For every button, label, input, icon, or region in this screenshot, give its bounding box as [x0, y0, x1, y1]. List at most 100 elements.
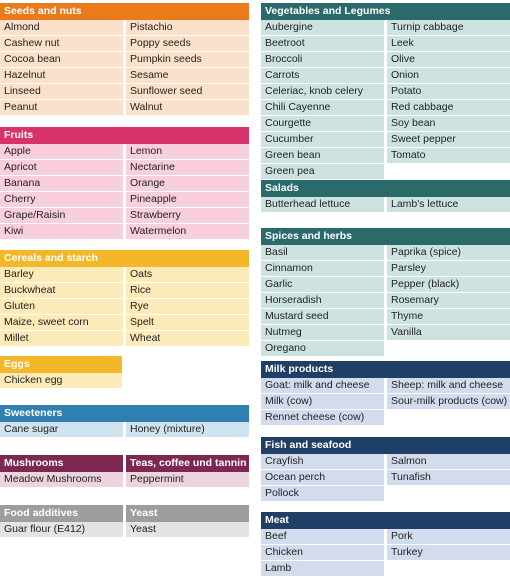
right-column: Honey (mixture) [126, 422, 249, 438]
section-vegetables-and-legumes: Vegetables and Legumes Aubergine Beetroot… [261, 3, 510, 180]
left-column: Apple Apricot Banana Cherry Grape/Raisin Kiwi [0, 144, 123, 240]
list-item: Pollock [261, 486, 384, 502]
list-item: Almond [0, 20, 123, 36]
list-item: Lamb's lettuce [387, 197, 510, 213]
right-column: Lemon Nectarine Orange Pineapple Strawberry W… [126, 144, 249, 240]
right-column: Oats Rice Rye Spelt Wheat [126, 267, 249, 347]
list-item: Wheat [126, 331, 249, 347]
section-eggs: Eggs Chicken egg [0, 356, 122, 389]
list-item: Nutmeg [261, 325, 384, 341]
list-item: Rennet cheese (cow) [261, 410, 384, 426]
list-item: Meadow Mushrooms [0, 472, 123, 488]
left-column: Basil Cinnamon Garlic Horseradish Mustard se… [261, 245, 384, 357]
list-item: Olive [387, 52, 510, 68]
list-item: Chili Cayenne [261, 100, 384, 116]
left-column: Goat: milk and cheese Milk (cow) Rennet ch… [261, 378, 384, 426]
list-item: Oats [126, 267, 249, 283]
list-item: Parsley [387, 261, 510, 277]
list-item: Basil [261, 245, 384, 261]
list-item: Chicken egg [0, 373, 122, 389]
list-item: Chicken [261, 545, 384, 561]
section-title-yeast: Yeast [126, 505, 249, 522]
list-item: Pumpkin seeds [126, 52, 249, 68]
left-column: Aubergine Beetroot Broccoli Carrots Celeriac… [261, 20, 384, 180]
section-title: Sweeteners [0, 405, 249, 422]
section-sweeteners: Sweeteners Cane sugar Honey (mixture) [0, 405, 249, 438]
list-item: Peanut [0, 100, 123, 116]
section-title: Spices and herbs [261, 228, 510, 245]
food-additives-column: Guar flour (E412) [0, 522, 123, 538]
list-item: Leek [387, 36, 510, 52]
list-item: Cashew nut [0, 36, 123, 52]
list-item: Turkey [387, 545, 510, 561]
section-title-food-additives: Food additives [0, 505, 123, 522]
right-column: Pork Turkey [387, 529, 510, 577]
list-item: Apricot [0, 160, 123, 176]
list-item: Garlic [261, 277, 384, 293]
list-item: Pistachio [126, 20, 249, 36]
section-title: Cereals and starch [0, 250, 249, 267]
list-item: Poppy seeds [126, 36, 249, 52]
list-item: Potato [387, 84, 510, 100]
list-item: Mustard seed [261, 309, 384, 325]
section-spices-and-herbs: Spices and herbs Basil Cinnamon Garlic Hors… [261, 228, 510, 357]
list-item: Tomato [387, 148, 510, 164]
list-item: Grape/Raisin [0, 208, 123, 224]
list-item: Rice [126, 283, 249, 299]
list-item: Cocoa bean [0, 52, 123, 68]
list-item: Sweet pepper [387, 132, 510, 148]
list-item: Guar flour (E412) [0, 522, 123, 538]
section-title: Fruits [0, 127, 249, 144]
list-item: Peppermint [126, 472, 249, 488]
list-item: Goat: milk and cheese [261, 378, 384, 394]
list-item: Cane sugar [0, 422, 123, 438]
list-item: Cucumber [261, 132, 384, 148]
list-item: Buckwheat [0, 283, 123, 299]
section-food-additives-and-yeast: Food additives Yeast Guar flour (E412) Y… [0, 505, 249, 538]
list-item: Pepper (black) [387, 277, 510, 293]
list-item: Vanilla [387, 325, 510, 341]
list-item: Lemon [126, 144, 249, 160]
section-title: Vegetables and Legumes [261, 3, 510, 20]
list-item: Salmon [387, 454, 510, 470]
section-fruits: Fruits Apple Apricot Banana Cherry Grape/Rai… [0, 127, 249, 240]
list-item: Cinnamon [261, 261, 384, 277]
list-item: Horseradish [261, 293, 384, 309]
list-item: Carrots [261, 68, 384, 84]
section-mushrooms-and-teas: Mushrooms Teas, coffee und tannin Meadow… [0, 455, 249, 488]
section-title: Meat [261, 512, 510, 529]
left-column: Almond Cashew nut Cocoa bean Hazelnut Linsee… [0, 20, 123, 116]
list-item: Oregano [261, 341, 384, 357]
list-item: Yeast [126, 522, 249, 538]
list-item: Rosemary [387, 293, 510, 309]
list-item: Butterhead lettuce [261, 197, 384, 213]
list-item: Sunflower seed [126, 84, 249, 100]
list-item: Barley [0, 267, 123, 283]
list-item: Banana [0, 176, 123, 192]
list-item: Soy bean [387, 116, 510, 132]
list-item: Kiwi [0, 224, 123, 240]
list-item: Cherry [0, 192, 123, 208]
left-column: Crayfish Ocean perch Pollock [261, 454, 384, 502]
list-item: Orange [126, 176, 249, 192]
list-item: Thyme [387, 309, 510, 325]
list-item: Beef [261, 529, 384, 545]
left-column: Barley Buckwheat Gluten Maize, sweet corn Mi… [0, 267, 123, 347]
list-item: Nectarine [126, 160, 249, 176]
list-item: Maize, sweet corn [0, 315, 123, 331]
list-item: Linseed [0, 84, 123, 100]
section-seeds-and-nuts: Seeds and nuts Almond Cashew nut Cocoa bea… [0, 3, 249, 116]
list-item: Red cabbage [387, 100, 510, 116]
section-milk-products: Milk products Goat: milk and cheese Milk … [261, 361, 510, 426]
list-item: Pineapple [126, 192, 249, 208]
teas-column: Peppermint [126, 472, 249, 488]
list-item: Strawberry [126, 208, 249, 224]
right-column: Turnip cabbage Leek Olive Onion Potato Red ca… [387, 20, 510, 180]
left-column: Butterhead lettuce [261, 197, 384, 213]
left-column: Chicken egg [0, 373, 122, 389]
right-column: Lamb's lettuce [387, 197, 510, 213]
list-item: Paprika (spice) [387, 245, 510, 261]
section-cereals-and-starch: Cereals and starch Barley Buckwheat Gluten… [0, 250, 249, 347]
section-title: Salads [261, 180, 510, 197]
right-column: Sheep: milk and cheese Sour-milk products… [387, 378, 510, 426]
